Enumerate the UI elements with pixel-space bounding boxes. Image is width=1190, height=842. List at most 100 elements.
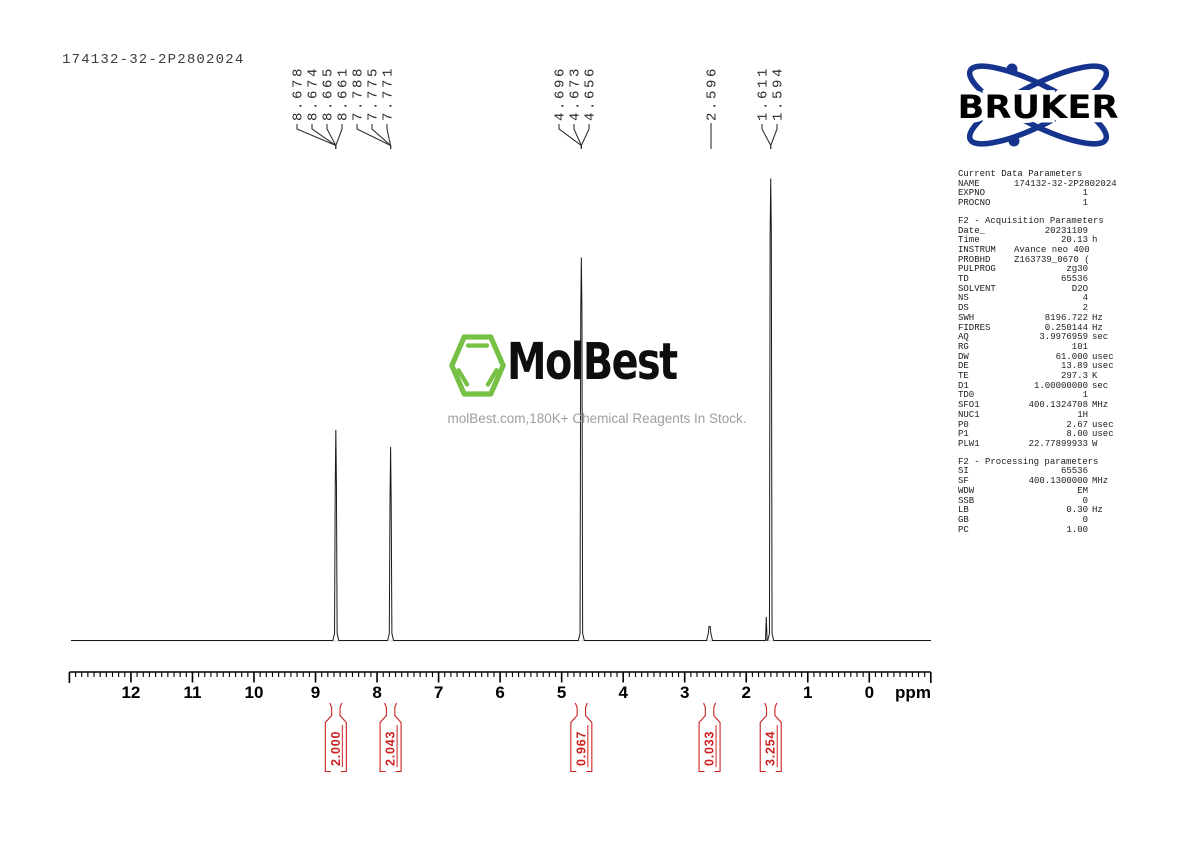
peak-label-connector bbox=[580, 124, 590, 149]
molbest-wordmark: MolBest bbox=[507, 333, 678, 392]
param-row: NS 4 bbox=[958, 294, 1118, 304]
param-value: 8196.722 bbox=[1044, 312, 1088, 323]
param-unit bbox=[1088, 526, 1118, 536]
param-key: DS bbox=[958, 303, 969, 314]
param-unit bbox=[1088, 189, 1118, 199]
param-row: PULPROG zg30 bbox=[958, 265, 1118, 275]
param-key: D1 bbox=[958, 380, 969, 391]
integral-bracket bbox=[774, 702, 782, 773]
peak-label-connector bbox=[386, 124, 392, 149]
axis-tick-label: 9 bbox=[311, 683, 320, 702]
param-key: PROBHD bbox=[958, 254, 991, 265]
param-unit: MHz bbox=[1092, 400, 1109, 411]
param-value: Z163739_0670 ( bbox=[1014, 254, 1090, 265]
param-row: AQ 3.9976959 sec bbox=[958, 333, 1118, 343]
param-value: 1 bbox=[1082, 198, 1088, 209]
param-value: 3.9976959 bbox=[1039, 332, 1088, 343]
param-key: RG bbox=[958, 341, 969, 352]
param-row: EXPNO 1 bbox=[958, 189, 1118, 199]
peak-label-connector bbox=[761, 124, 772, 149]
axis-tick-label: 1 bbox=[803, 683, 812, 702]
parameters-panel: Current Data Parameters NAME 174132-32-2P2… bbox=[958, 169, 1120, 543]
integral-bracket bbox=[394, 702, 402, 773]
bruker-orbits-icon bbox=[966, 63, 1110, 147]
param-value: 101 bbox=[1071, 341, 1088, 352]
param-row: DS 2 bbox=[958, 303, 1118, 314]
param-section-header: F2 - Acquisition Parameters bbox=[958, 215, 1104, 226]
param-unit: Hz bbox=[1092, 505, 1103, 516]
param-key: EXPNO bbox=[958, 188, 986, 199]
param-row: PROCNO 1 bbox=[958, 198, 1118, 209]
param-unit: usec bbox=[1092, 351, 1114, 362]
param-unit bbox=[1090, 246, 1120, 256]
peak-ppm-label: 4.696 bbox=[553, 66, 569, 121]
param-key: PROCNO bbox=[958, 198, 991, 209]
param-row: PROBHD Z163739_0670 ( bbox=[958, 254, 1120, 266]
param-row: DE 13.89 usec bbox=[958, 362, 1118, 372]
param-key: P1 bbox=[958, 429, 969, 440]
param-row: SFO1 400.1324708 MHz bbox=[958, 400, 1118, 411]
param-key: GB bbox=[958, 514, 969, 525]
param-value: 65536 bbox=[1060, 466, 1088, 477]
integral-bracket bbox=[759, 702, 768, 773]
param-unit: K bbox=[1092, 371, 1098, 382]
peak-ppm-label: 1.594 bbox=[771, 66, 787, 121]
integral-bracket bbox=[713, 702, 721, 773]
param-value: 1 bbox=[1082, 390, 1088, 401]
param-key: NUC1 bbox=[958, 409, 980, 420]
param-unit bbox=[1088, 275, 1118, 285]
param-key: Date_ bbox=[958, 225, 986, 236]
param-row: PC 1.00 bbox=[958, 525, 1118, 536]
param-key: NAME bbox=[958, 178, 980, 189]
peak-ppm-label: 2.596 bbox=[705, 66, 721, 121]
axis-unit-label: ppm bbox=[895, 683, 931, 702]
param-row: SI 65536 bbox=[958, 467, 1118, 477]
param-key: SWH bbox=[958, 312, 975, 323]
axis-tick-label: 8 bbox=[372, 683, 381, 702]
param-section: F2 - Acquisition Parameters Date_ 20231109… bbox=[958, 215, 1120, 450]
peak-ppm-label: 1.611 bbox=[756, 66, 772, 121]
param-key: SFO1 bbox=[958, 400, 980, 411]
param-unit bbox=[1088, 285, 1118, 295]
param-unit bbox=[1117, 180, 1147, 190]
param-value: 1H bbox=[1077, 409, 1088, 420]
integral-bracket bbox=[698, 702, 706, 773]
param-value: 400.1300000 bbox=[1028, 476, 1088, 487]
param-key: P0 bbox=[958, 419, 969, 430]
param-key: PLW1 bbox=[958, 438, 980, 449]
param-value: 22.77899933 bbox=[1028, 438, 1088, 449]
param-key: DW bbox=[958, 351, 969, 362]
molbest-hexagon-icon bbox=[449, 334, 506, 397]
integral-value: 2.000 bbox=[329, 731, 343, 766]
param-value: 2 bbox=[1082, 303, 1088, 314]
axis-tick-label: 0 bbox=[865, 683, 874, 702]
param-unit: Hz bbox=[1092, 322, 1103, 333]
bruker-logo: BRUKER bbox=[953, 63, 1123, 147]
integral-value: 3.254 bbox=[764, 731, 778, 766]
param-unit bbox=[1088, 294, 1118, 304]
param-row: P1 8.00 usec bbox=[958, 430, 1118, 440]
axis-tick-label: 4 bbox=[618, 683, 628, 702]
param-key: SF bbox=[958, 476, 969, 487]
param-row: TD0 1 bbox=[958, 391, 1118, 401]
param-unit bbox=[1088, 199, 1118, 209]
param-key: PULPROG bbox=[958, 264, 996, 275]
param-unit: W bbox=[1092, 438, 1098, 449]
param-value: 2.67 bbox=[1066, 419, 1088, 430]
param-unit bbox=[1090, 256, 1120, 266]
axis-tick-label: 10 bbox=[245, 683, 264, 702]
param-key: DE bbox=[958, 361, 969, 372]
integral-bracket bbox=[339, 702, 347, 773]
param-row: SWH 8196.722 Hz bbox=[958, 312, 1118, 324]
param-row: DW 61.000 usec bbox=[958, 351, 1118, 363]
param-section: F2 - Processing parameters SI 65536 SF 400.1… bbox=[958, 457, 1118, 536]
param-row: SSB 0 bbox=[958, 496, 1118, 507]
param-value: D2O bbox=[1071, 283, 1088, 294]
param-row: TD 65536 bbox=[958, 274, 1118, 285]
param-row: LB 0.30 Hz bbox=[958, 505, 1118, 516]
sample-title: 174132-32-2P2802024 bbox=[62, 52, 245, 68]
param-key: TD bbox=[958, 274, 969, 285]
param-value: Avance neo 400 bbox=[1014, 244, 1090, 255]
param-row: TE 297.3 K bbox=[958, 371, 1118, 382]
